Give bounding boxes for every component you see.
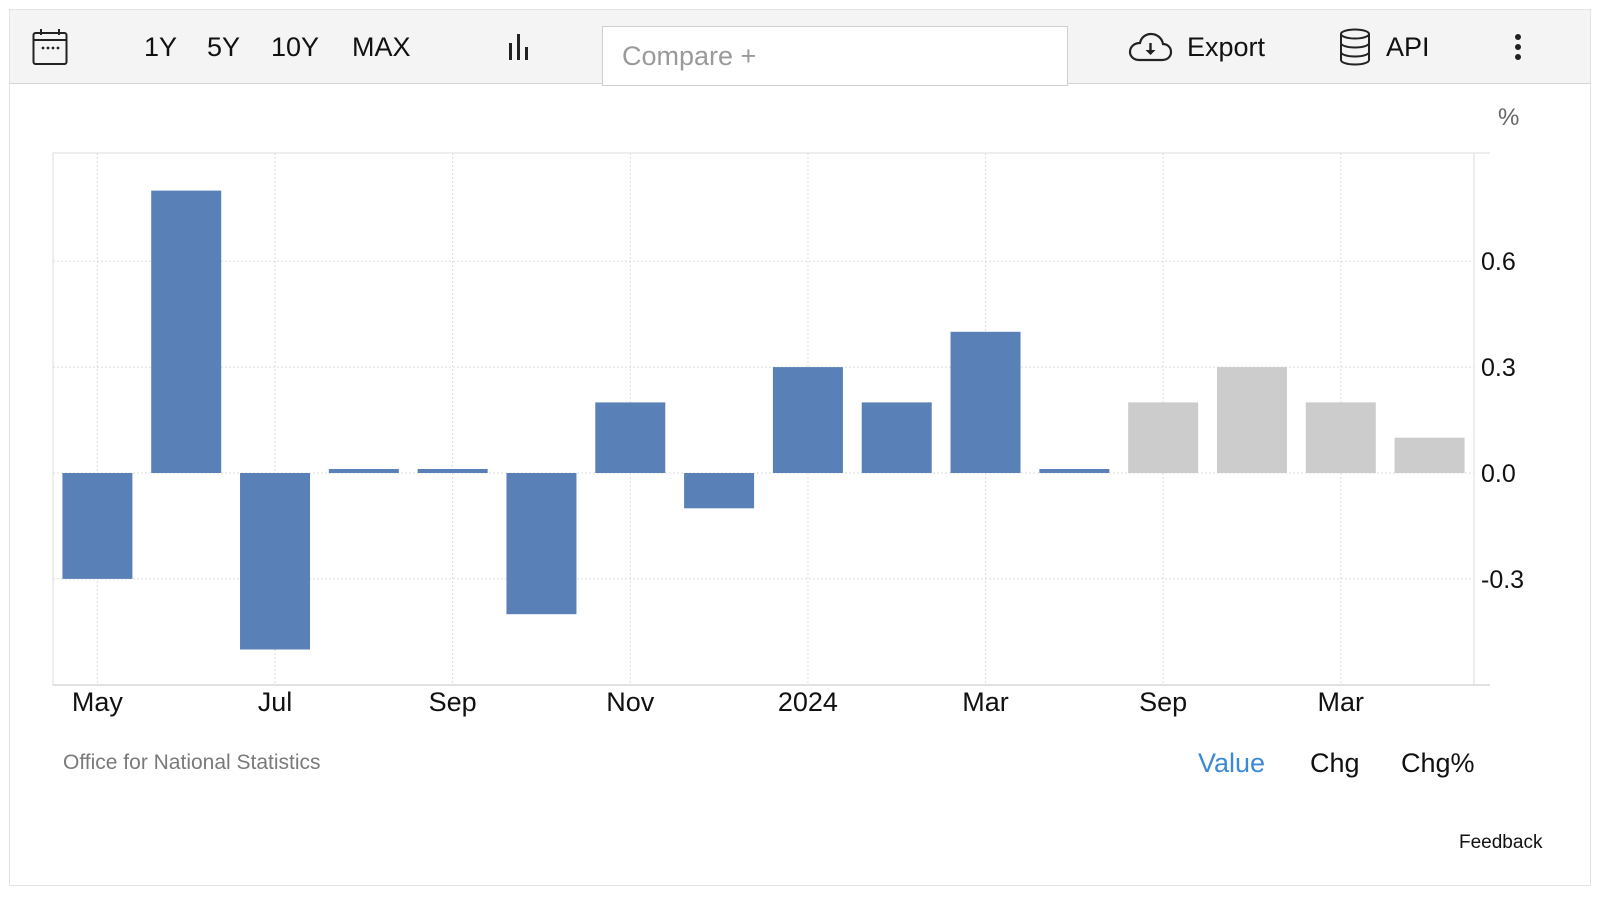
export-button[interactable]: Export	[1127, 10, 1265, 84]
x-tick-label: Sep	[429, 687, 477, 717]
calendar-icon[interactable]	[32, 10, 68, 84]
database-icon	[1340, 28, 1370, 66]
x-tick-label: May	[72, 687, 124, 717]
forecast-bar	[1394, 437, 1465, 473]
cloud-download-icon	[1128, 32, 1173, 62]
range-max-button[interactable]: MAX	[352, 31, 411, 62]
y-tick-label: 0.0	[1481, 460, 1516, 488]
bar	[62, 473, 133, 579]
bar	[151, 190, 222, 473]
x-tick-label: Mar	[1318, 687, 1365, 717]
bar	[240, 473, 311, 650]
tab-value[interactable]: Value	[1198, 748, 1266, 778]
compare-input[interactable]: Compare +	[602, 26, 1068, 86]
forecast-bar	[1216, 367, 1287, 473]
range-1y-button[interactable]: 1Y	[144, 31, 178, 62]
x-tick-label: 2024	[778, 687, 838, 717]
x-tick-label: Jul	[258, 687, 293, 717]
bar	[950, 331, 1021, 473]
bar	[417, 469, 488, 473]
toolbar: 1Y 5Y 10Y MAX Compare + Export API	[10, 10, 1590, 86]
range-10y-button[interactable]: 10Y	[271, 31, 320, 62]
bar	[1039, 469, 1110, 473]
y-tick-label: 0.3	[1481, 354, 1516, 382]
source-label: Office for National Statistics	[63, 751, 321, 774]
forecast-bar	[1305, 402, 1376, 473]
bar	[772, 367, 843, 473]
y-tick-label: 0.6	[1481, 248, 1516, 276]
bar	[684, 473, 755, 509]
bar	[506, 473, 577, 615]
api-button[interactable]: API	[1338, 10, 1430, 84]
vertical-dots-icon[interactable]	[1510, 10, 1526, 84]
bar	[595, 402, 666, 473]
y-unit-label: %	[1498, 104, 1519, 131]
x-tick-label: Sep	[1139, 687, 1187, 717]
y-tick-label: -0.3	[1481, 566, 1524, 594]
x-tick-label: Mar	[962, 687, 1009, 717]
api-label: API	[1386, 31, 1430, 62]
bar	[861, 402, 932, 473]
tab-chg[interactable]: Chg	[1310, 748, 1360, 778]
tab-chg-percent[interactable]: Chg%	[1401, 748, 1475, 778]
forecast-bar	[1128, 402, 1199, 473]
chart-area: 0.6 0.3 0.0 -0.3% May Jul Sep Nov 2024 Mar Sep Mar	[0, 84, 1600, 724]
feedback-link[interactable]: Feedback	[1459, 832, 1543, 853]
chart-widget-frame	[9, 9, 1591, 886]
bar-chart-icon[interactable]	[506, 10, 534, 84]
x-tick-label: Nov	[606, 687, 655, 717]
bar-chart: 0.6 0.3 0.0 -0.3% May Jul Sep Nov 2024 Mar Sep Mar	[52, 104, 1524, 717]
range-5y-button[interactable]: 5Y	[207, 31, 241, 62]
bar	[328, 469, 399, 473]
export-label: Export	[1187, 31, 1266, 62]
